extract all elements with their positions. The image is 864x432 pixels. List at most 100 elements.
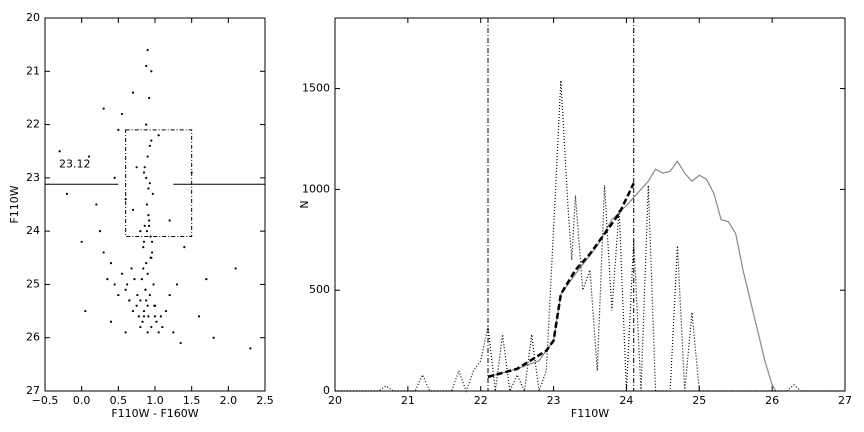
star-point bbox=[150, 251, 154, 254]
x-tick-label: 1.0 bbox=[146, 394, 164, 407]
star-point bbox=[135, 304, 138, 307]
star-point bbox=[102, 107, 105, 110]
star-point bbox=[139, 230, 142, 233]
y-tick-label: 1000 bbox=[302, 182, 330, 195]
star-point bbox=[139, 325, 142, 329]
star-point bbox=[155, 320, 158, 323]
x-tick-label: −0.5 bbox=[32, 394, 59, 407]
star-point bbox=[130, 267, 133, 270]
star-point bbox=[146, 155, 149, 158]
star-point bbox=[150, 325, 153, 329]
star-point bbox=[120, 112, 124, 116]
star-point bbox=[137, 315, 140, 318]
star-point bbox=[157, 331, 160, 334]
x-tick-label: 0.0 bbox=[73, 394, 91, 407]
star-point bbox=[135, 166, 138, 169]
star-point bbox=[124, 331, 127, 334]
star-point bbox=[87, 155, 91, 158]
star-point bbox=[145, 230, 149, 233]
series-line bbox=[335, 80, 845, 394]
star-point bbox=[143, 224, 146, 227]
star-point bbox=[98, 230, 102, 233]
star-point bbox=[144, 288, 147, 291]
star-point bbox=[150, 139, 153, 142]
star-point bbox=[172, 331, 175, 334]
star-point bbox=[142, 240, 146, 243]
star-point bbox=[179, 341, 182, 345]
star-point bbox=[142, 267, 145, 270]
star-point bbox=[164, 309, 168, 313]
x-tick-label: 22 bbox=[474, 394, 488, 407]
star-point bbox=[143, 166, 146, 169]
x-tick-label: 21 bbox=[401, 394, 415, 407]
star-point bbox=[142, 309, 146, 313]
y-tick-label: 27 bbox=[26, 384, 40, 397]
star-point bbox=[148, 293, 151, 297]
series-line bbox=[487, 160, 777, 392]
star-point bbox=[148, 144, 151, 147]
star-point bbox=[145, 299, 148, 302]
star-point bbox=[212, 336, 215, 339]
star-point bbox=[128, 299, 131, 302]
star-point bbox=[133, 278, 136, 281]
star-point bbox=[145, 123, 148, 126]
x-tick-label: 26 bbox=[765, 394, 779, 407]
star-point bbox=[80, 240, 83, 243]
star-point bbox=[120, 272, 124, 275]
y-tick-label: 21 bbox=[26, 64, 40, 77]
star-point bbox=[148, 96, 151, 100]
x-tick-label: 20 bbox=[328, 394, 342, 407]
cut-label: 23.12 bbox=[59, 157, 91, 170]
lf-panel: 20 21 22 23 24 25 26 27 0 500 1000 1500 F110W N bbox=[298, 17, 852, 420]
star-point bbox=[159, 315, 162, 318]
series-line bbox=[487, 182, 635, 379]
star-point bbox=[131, 309, 135, 313]
star-point bbox=[142, 246, 145, 249]
star-point bbox=[168, 293, 171, 297]
plot-frame bbox=[334, 17, 846, 392]
x-tick-label: 0.5 bbox=[110, 394, 128, 407]
y-tick-label: 500 bbox=[309, 283, 330, 296]
star-point bbox=[161, 325, 164, 329]
star-point bbox=[183, 246, 186, 249]
star-point bbox=[113, 176, 116, 179]
x-tick-label: 2.0 bbox=[220, 394, 238, 407]
star-point bbox=[149, 256, 152, 259]
star-point bbox=[124, 288, 127, 291]
star-point bbox=[142, 171, 146, 174]
plot-frame bbox=[44, 17, 266, 392]
x-axis-label: F110W bbox=[571, 407, 609, 420]
star-point bbox=[145, 176, 148, 179]
y-axis-label: F110W bbox=[8, 185, 21, 223]
star-point bbox=[95, 203, 98, 206]
star-point bbox=[84, 309, 87, 313]
y-tick-label: 22 bbox=[26, 118, 40, 131]
star-point bbox=[150, 70, 153, 73]
x-tick-label: 27 bbox=[838, 394, 852, 407]
star-point bbox=[147, 315, 150, 318]
star-point bbox=[139, 299, 142, 302]
star-point bbox=[145, 262, 148, 265]
x-tick-label: 1.5 bbox=[183, 394, 201, 407]
x-tick-label: 23 bbox=[547, 394, 561, 407]
x-tick-label: 24 bbox=[619, 394, 633, 407]
star-point bbox=[117, 293, 120, 297]
star-point bbox=[146, 331, 149, 334]
star-point bbox=[152, 283, 155, 286]
star-point bbox=[145, 203, 149, 206]
star-point bbox=[140, 278, 143, 281]
star-point bbox=[102, 251, 105, 254]
y-tick-label: 25 bbox=[26, 277, 40, 290]
y-tick-label: 20 bbox=[26, 11, 40, 24]
star-point bbox=[113, 283, 116, 286]
star-point bbox=[124, 198, 127, 201]
star-point bbox=[151, 192, 154, 195]
x-tick-label: 2.5 bbox=[256, 394, 274, 407]
star-point bbox=[136, 293, 139, 297]
star-point bbox=[197, 315, 201, 318]
star-point bbox=[58, 150, 61, 153]
star-point bbox=[249, 347, 252, 350]
y-tick-label: 1500 bbox=[302, 82, 330, 95]
cmd-panel: −0.5 0.0 0.5 1.0 1.5 2.0 2.5 20 21 22 23 24 25 26 27 F1… bbox=[8, 11, 274, 420]
